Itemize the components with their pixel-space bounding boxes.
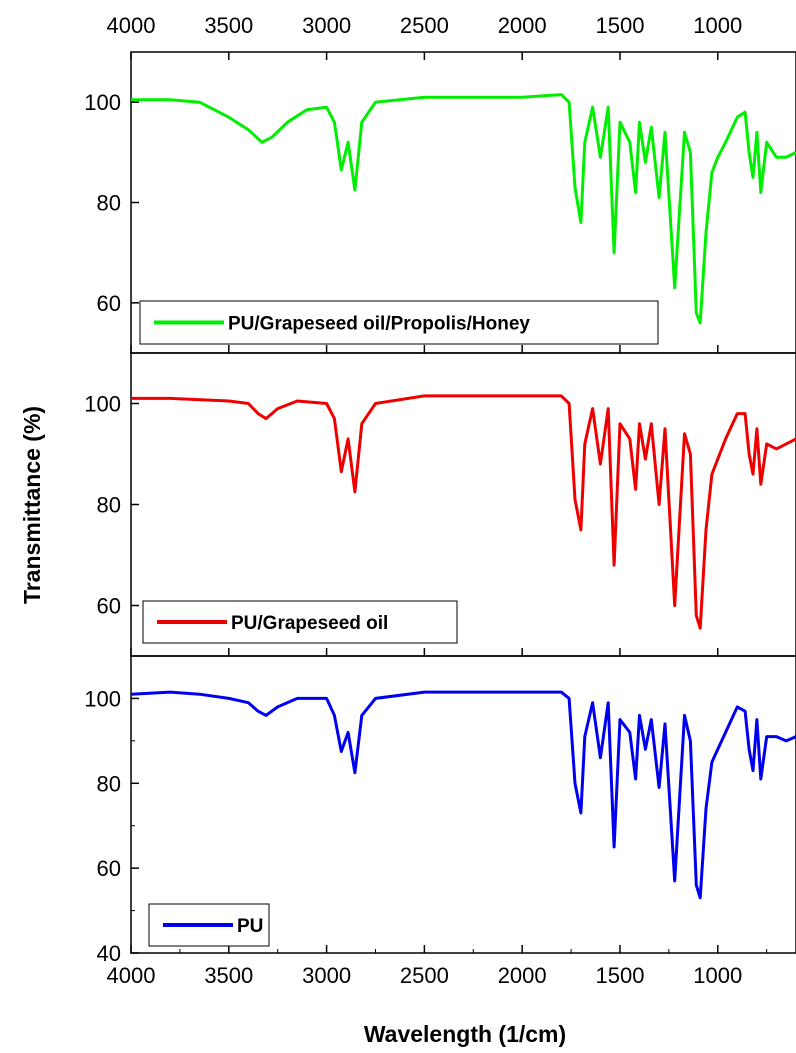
y-tick-label: 80 — [97, 191, 121, 216]
panel-frame — [130, 655, 796, 954]
y-tick-label: 80 — [97, 493, 121, 518]
top-x-tick-label: 4000 — [107, 13, 156, 38]
top-x-tick-label: 3000 — [302, 13, 351, 38]
bottom-x-tick-label: 4000 — [107, 963, 156, 988]
bottom-x-tick-label: 1500 — [595, 963, 644, 988]
y-tick-label: 60 — [97, 594, 121, 619]
y-tick-label: 80 — [97, 771, 121, 796]
bottom-x-tick-label: 2000 — [498, 963, 547, 988]
top-x-tick-label: 3500 — [204, 13, 253, 38]
y-tick-label: 100 — [84, 686, 121, 711]
series-line-3 — [131, 690, 796, 900]
legend-label: PU — [237, 916, 263, 937]
legend-box — [139, 300, 659, 345]
y-tick-label: 100 — [84, 90, 121, 115]
legend-label: PU/Grapeseed oil — [231, 613, 388, 634]
y-tick-label: 100 — [84, 392, 121, 417]
bottom-x-tick-label: 3000 — [302, 963, 351, 988]
top-x-tick-label: 2500 — [400, 13, 449, 38]
top-x-axis: 4000 3500 3000 2500 2000 1500 1000 — [107, 13, 742, 60]
y-tick-label: 60 — [97, 856, 121, 881]
top-x-tick-label: 1000 — [693, 13, 742, 38]
series-line-1 — [131, 93, 796, 325]
legend-2: PU/Grapeseed oil — [142, 600, 458, 644]
panel-2: 60 80 100 PU/Grapeseed oil — [84, 352, 796, 657]
bottom-x-tick-label: 3500 — [204, 963, 253, 988]
legend-1: PU/Grapeseed oil/Propolis/Honey — [139, 300, 659, 345]
bottom-x-axis: 4000 3500 3000 2500 2000 1500 1000 — [107, 949, 768, 988]
panel-3: 40 60 80 100 PU — [84, 655, 796, 966]
y-tick-label: 60 — [97, 291, 121, 316]
y-tick-label: 40 — [97, 941, 121, 966]
legend-label: PU/Grapeseed oil/Propolis/Honey — [228, 314, 530, 335]
legend-3: PU — [148, 903, 270, 947]
top-x-tick-label: 2000 — [498, 13, 547, 38]
top-x-tick-label: 1500 — [595, 13, 644, 38]
y-axis-title: Transmittance (%) — [19, 406, 45, 604]
x-axis-title: Wavelength (1/cm) — [364, 1021, 566, 1047]
bottom-x-tick-label: 2500 — [400, 963, 449, 988]
series-line-2 — [131, 394, 796, 630]
panel-1: 60 80 100 PU/Grapeseed oil/Propolis/Honey — [84, 51, 796, 354]
bottom-x-tick-label: 1000 — [693, 963, 742, 988]
